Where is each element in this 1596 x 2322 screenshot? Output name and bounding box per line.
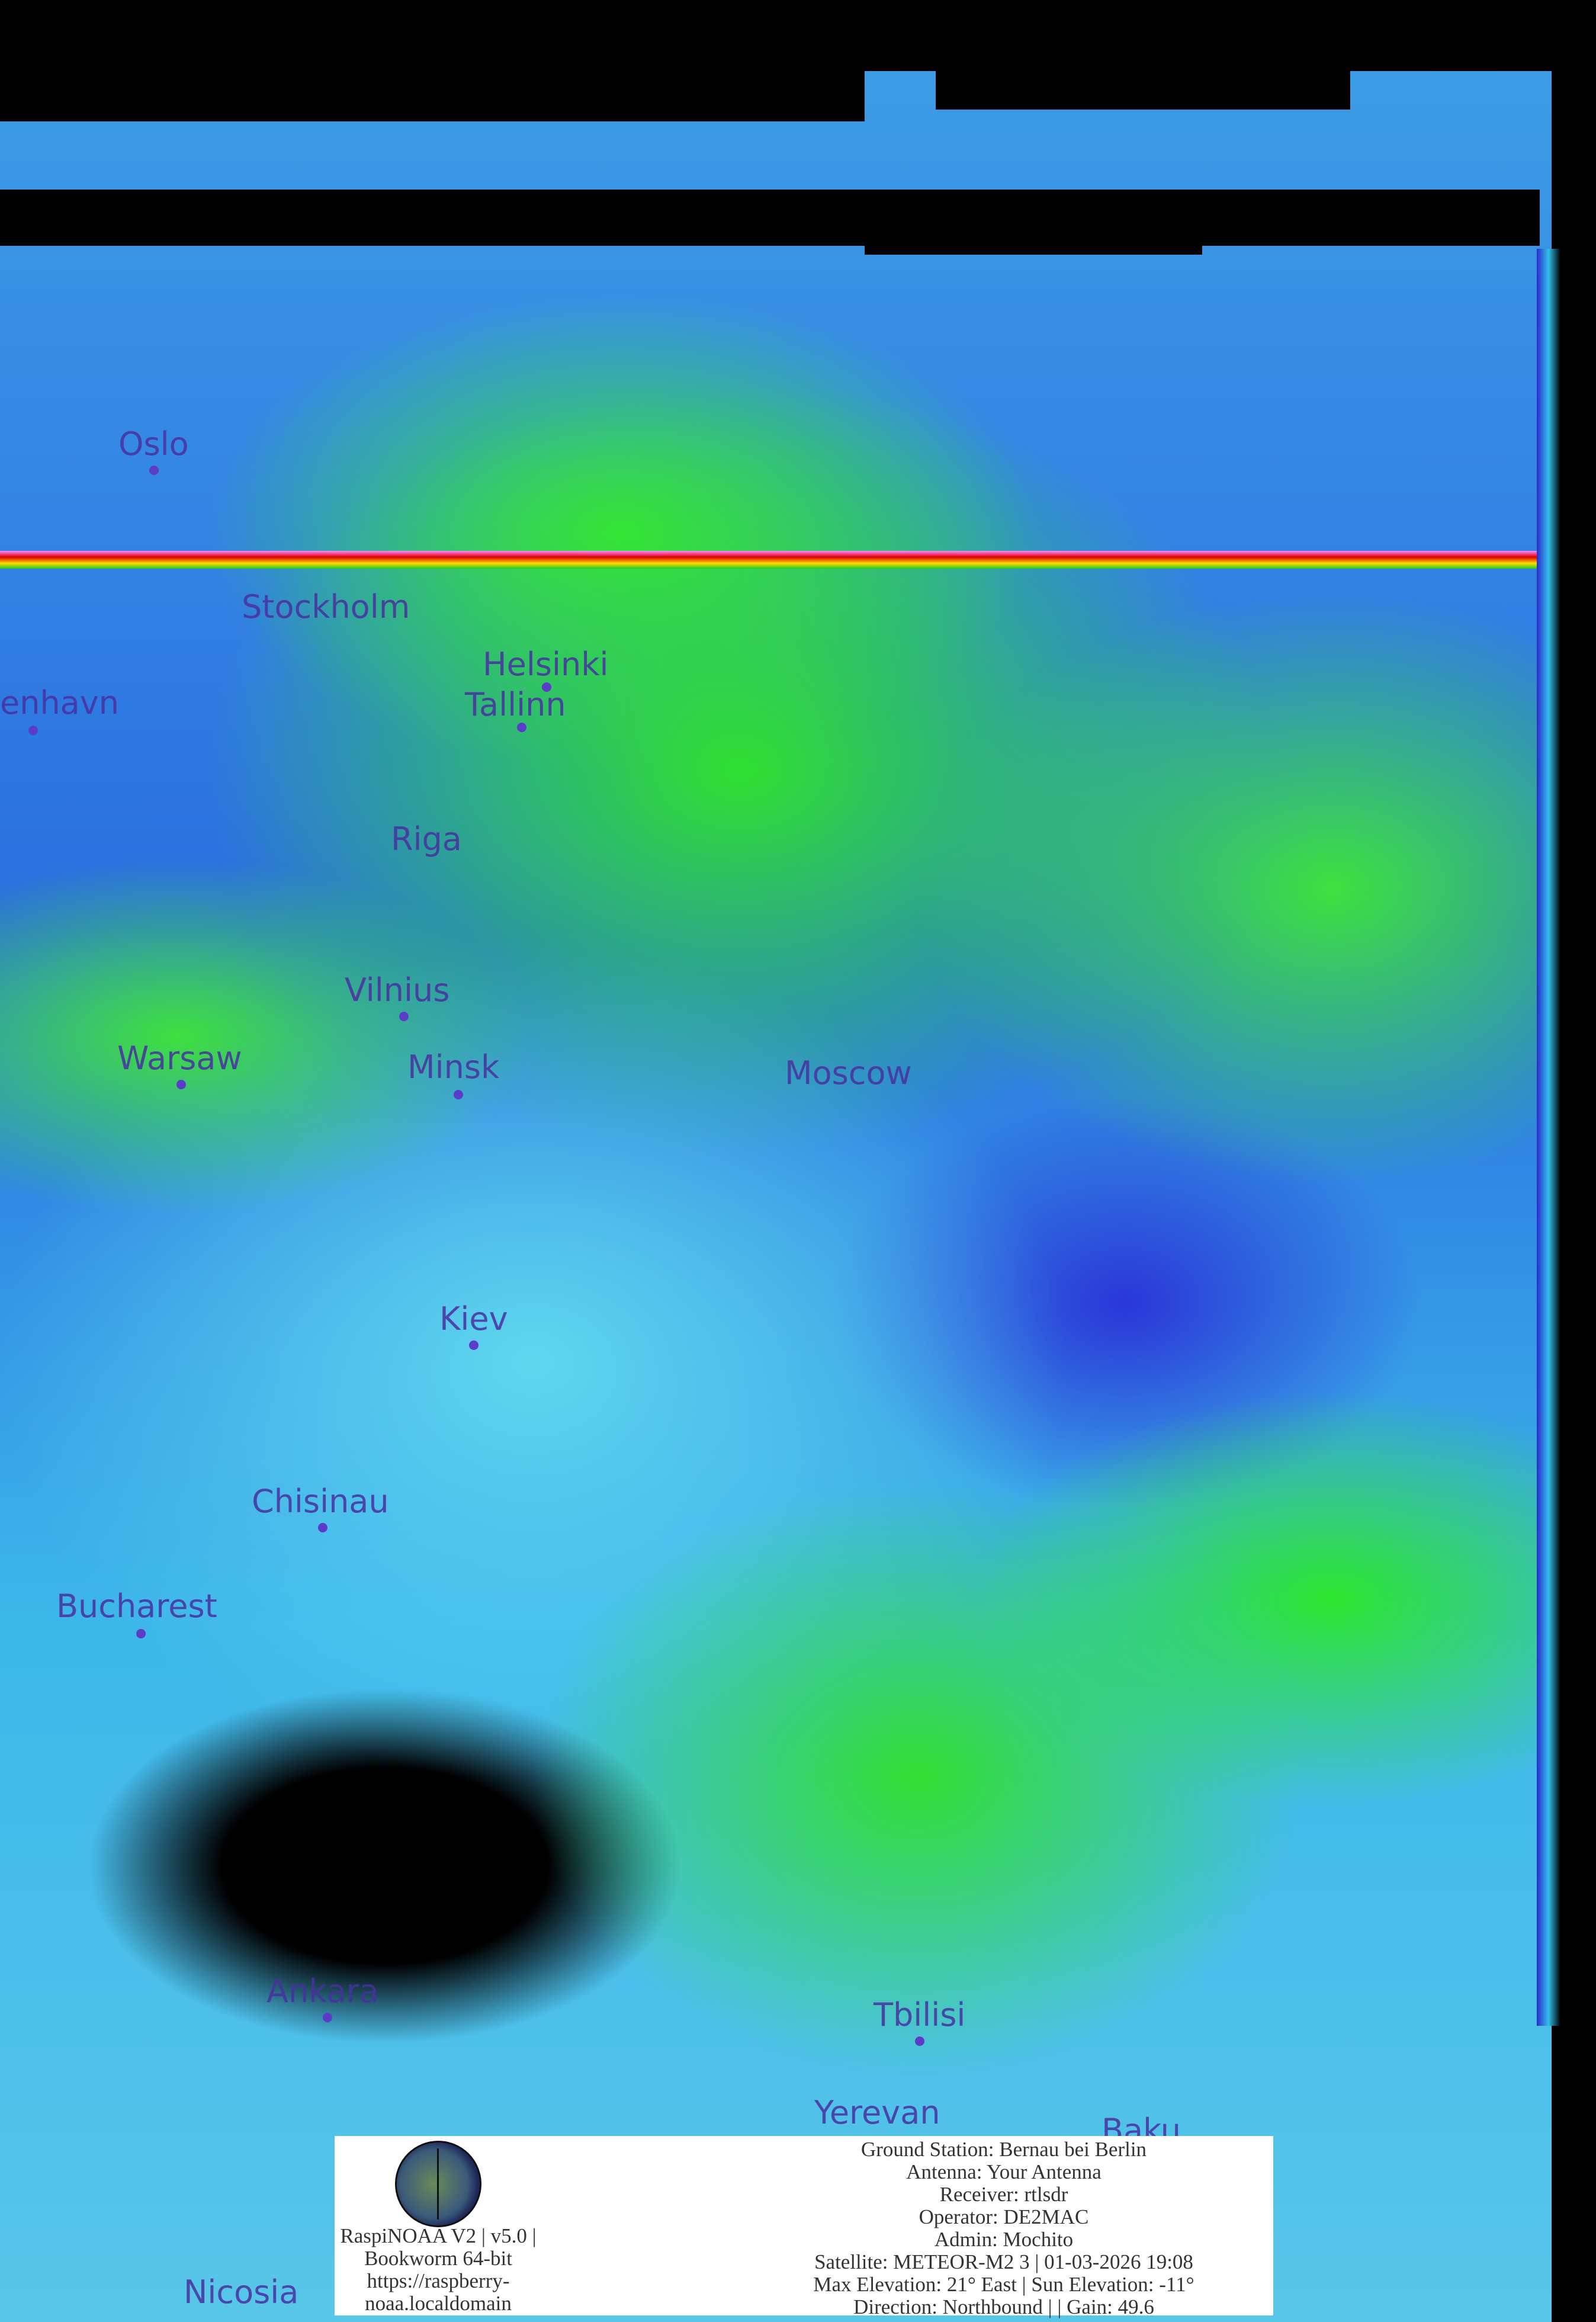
city-label: Chisinau	[252, 1483, 389, 1520]
ground-station: Ground Station: Bernau bei Berlin	[860, 2138, 1147, 2161]
city-label: Tallinn	[465, 686, 566, 723]
image-edge	[1537, 249, 1560, 2026]
city-marker-icon	[399, 1012, 409, 1021]
operator: Operator: DE2MAC	[919, 2205, 1089, 2228]
os-version: Bookworm 64-bit	[364, 2247, 512, 2270]
city-marker-icon	[469, 1340, 479, 1350]
signal-dropout-band	[0, 0, 865, 121]
city-label: Helsinki	[483, 646, 609, 683]
signal-dropout-band	[865, 0, 1596, 71]
station-info-panel: RaspiNOAA V2 | v5.0 | Bookworm 64-bit ht…	[335, 2136, 1273, 2318]
direction-gain: Direction: Northbound | | Gain: 49.6	[853, 2295, 1154, 2318]
city-marker-icon	[176, 1080, 186, 1089]
admin: Admin: Mochito	[934, 2228, 1074, 2251]
city-label: Ankara	[266, 1973, 379, 2010]
city-label: Moscow	[785, 1054, 912, 1092]
city-label: Minsk	[407, 1048, 500, 1086]
software-info: RaspiNOAA V2 | v5.0 | Bookworm 64-bit ht…	[335, 2225, 542, 2315]
city-marker-icon	[28, 726, 38, 735]
url-line-2: noaa.localdomain	[365, 2292, 512, 2315]
pass-info: Ground Station: Bernau bei Berlin Antenn…	[737, 2138, 1270, 2318]
raspinoaa-logo-icon	[395, 2141, 481, 2227]
city-label: Bucharest	[56, 1587, 217, 1625]
antenna: Antenna: Your Antenna	[906, 2160, 1102, 2183]
city-marker-icon	[454, 1090, 463, 1099]
city-marker-icon	[915, 2036, 924, 2046]
signal-dropout-band	[865, 246, 1202, 255]
city-label: Riga	[391, 820, 462, 858]
city-marker-icon	[149, 466, 159, 475]
city-marker-icon	[136, 1629, 146, 1638]
signal-dropout-band	[936, 71, 1350, 110]
city-label: Warsaw	[117, 1040, 242, 1077]
city-label: Yerevan	[814, 2094, 940, 2131]
satellite-pass: Satellite: METEOR-M2 3 | 01-03-2026 19:0…	[814, 2250, 1193, 2273]
city-label: Stockholm	[242, 588, 410, 626]
city-label: Vilnius	[345, 971, 450, 1009]
city-label: Tbilisi	[874, 1996, 966, 2034]
signal-dropout-band	[0, 190, 1540, 246]
software-version: RaspiNOAA V2 | v5.0 |	[340, 2224, 537, 2247]
city-marker-icon	[323, 2013, 332, 2022]
url-line-1: https://raspberry-	[367, 2269, 510, 2292]
city-label: Oslo	[118, 425, 189, 463]
city-marker-icon	[542, 682, 551, 692]
city-marker-icon	[517, 723, 526, 732]
receiver: Receiver: rtlsdr	[939, 2183, 1068, 2206]
city-label: enhavn	[0, 684, 119, 721]
elevation: Max Elevation: 21° East | Sun Elevation:…	[813, 2273, 1194, 2296]
city-label: Kiev	[439, 1300, 508, 1338]
city-marker-icon	[318, 1523, 327, 1532]
noise-stripe	[0, 551, 1540, 569]
city-label: Nicosia	[184, 2273, 299, 2311]
